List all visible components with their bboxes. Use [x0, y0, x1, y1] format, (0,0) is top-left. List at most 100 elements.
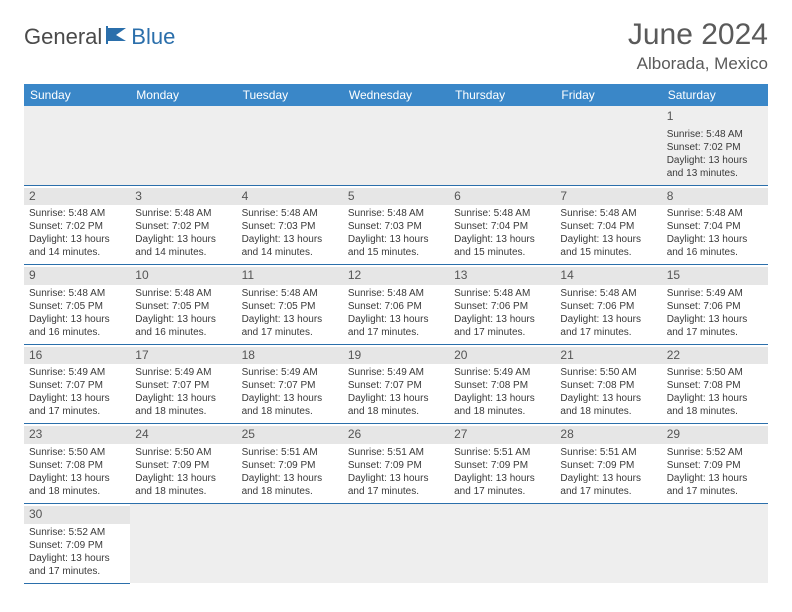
day-number: 28 — [555, 426, 661, 444]
title-block: June 2024 Alborada, Mexico — [628, 18, 768, 74]
day-number: 2 — [24, 188, 130, 206]
day-number: 5 — [343, 188, 449, 206]
daylight-line: Daylight: 13 hours and 17 minutes. — [29, 392, 125, 418]
day-number: 14 — [555, 267, 661, 285]
sunset-line: Sunset: 7:03 PM — [348, 220, 444, 233]
sunrise-line: Sunrise: 5:50 AM — [29, 446, 125, 459]
sunset-line: Sunset: 7:09 PM — [667, 459, 763, 472]
daylight-line: Daylight: 13 hours and 15 minutes. — [348, 233, 444, 259]
sunrise-line: Sunrise: 5:48 AM — [667, 128, 763, 141]
calendar-cell: 2Sunrise: 5:48 AMSunset: 7:02 PMDaylight… — [24, 185, 130, 265]
daylight-line: Daylight: 13 hours and 17 minutes. — [454, 313, 550, 339]
calendar-row: 1Sunrise: 5:48 AMSunset: 7:02 PMDaylight… — [24, 106, 768, 185]
calendar-row: 2Sunrise: 5:48 AMSunset: 7:02 PMDaylight… — [24, 185, 768, 265]
calendar-table: Sunday Monday Tuesday Wednesday Thursday… — [24, 84, 768, 584]
day-number: 8 — [662, 188, 768, 206]
logo-text-part2: Blue — [131, 24, 175, 50]
daylight-line: Daylight: 13 hours and 17 minutes. — [667, 313, 763, 339]
sunrise-line: Sunrise: 5:49 AM — [242, 366, 338, 379]
sunset-line: Sunset: 7:07 PM — [242, 379, 338, 392]
day-number: 13 — [449, 267, 555, 285]
calendar-cell: 3Sunrise: 5:48 AMSunset: 7:02 PMDaylight… — [130, 185, 236, 265]
sunset-line: Sunset: 7:02 PM — [29, 220, 125, 233]
weekday-header: Saturday — [662, 84, 768, 106]
daylight-line: Daylight: 13 hours and 15 minutes. — [454, 233, 550, 259]
sunset-line: Sunset: 7:07 PM — [135, 379, 231, 392]
sunrise-line: Sunrise: 5:50 AM — [560, 366, 656, 379]
sunset-line: Sunset: 7:04 PM — [667, 220, 763, 233]
calendar-cell: 23Sunrise: 5:50 AMSunset: 7:08 PMDayligh… — [24, 424, 130, 504]
sunrise-line: Sunrise: 5:51 AM — [454, 446, 550, 459]
sunrise-line: Sunrise: 5:48 AM — [667, 207, 763, 220]
calendar-body: 1Sunrise: 5:48 AMSunset: 7:02 PMDaylight… — [24, 106, 768, 583]
sunrise-line: Sunrise: 5:49 AM — [348, 366, 444, 379]
daylight-line: Daylight: 13 hours and 14 minutes. — [29, 233, 125, 259]
daylight-line: Daylight: 13 hours and 16 minutes. — [135, 313, 231, 339]
calendar-cell: 28Sunrise: 5:51 AMSunset: 7:09 PMDayligh… — [555, 424, 661, 504]
daylight-line: Daylight: 13 hours and 13 minutes. — [667, 154, 763, 180]
daylight-line: Daylight: 13 hours and 17 minutes. — [29, 552, 125, 578]
daylight-line: Daylight: 13 hours and 15 minutes. — [560, 233, 656, 259]
calendar-row: 16Sunrise: 5:49 AMSunset: 7:07 PMDayligh… — [24, 344, 768, 424]
sunset-line: Sunset: 7:08 PM — [667, 379, 763, 392]
sunset-line: Sunset: 7:08 PM — [454, 379, 550, 392]
sunset-line: Sunset: 7:07 PM — [348, 379, 444, 392]
weekday-header: Friday — [555, 84, 661, 106]
daylight-line: Daylight: 13 hours and 17 minutes. — [560, 313, 656, 339]
sunrise-line: Sunrise: 5:48 AM — [29, 287, 125, 300]
calendar-cell: 21Sunrise: 5:50 AMSunset: 7:08 PMDayligh… — [555, 344, 661, 424]
sunset-line: Sunset: 7:07 PM — [29, 379, 125, 392]
sunset-line: Sunset: 7:04 PM — [560, 220, 656, 233]
calendar-cell: 10 Sunrise: 5:48 AMSunset: 7:05 PMDayligh… — [130, 265, 236, 345]
weekday-header-row: Sunday Monday Tuesday Wednesday Thursday… — [24, 84, 768, 106]
day-number: 26 — [343, 426, 449, 444]
day-number: 10 — [130, 267, 236, 285]
calendar-cell: 26Sunrise: 5:51 AMSunset: 7:09 PMDayligh… — [343, 424, 449, 504]
daylight-line: Daylight: 13 hours and 17 minutes. — [242, 313, 338, 339]
weekday-header: Sunday — [24, 84, 130, 106]
calendar-cell: 6Sunrise: 5:48 AMSunset: 7:04 PMDaylight… — [449, 185, 555, 265]
sunrise-line: Sunrise: 5:48 AM — [135, 287, 231, 300]
day-number: 7 — [555, 188, 661, 206]
daylight-line: Daylight: 13 hours and 18 minutes. — [135, 392, 231, 418]
sunrise-line: Sunrise: 5:48 AM — [29, 207, 125, 220]
day-number: 3 — [130, 188, 236, 206]
sunrise-line: Sunrise: 5:48 AM — [135, 207, 231, 220]
calendar-cell — [24, 106, 130, 185]
day-number: 30 — [24, 506, 130, 524]
day-number: 1 — [662, 108, 768, 126]
sunset-line: Sunset: 7:05 PM — [135, 300, 231, 313]
sunrise-line: Sunrise: 5:50 AM — [135, 446, 231, 459]
calendar-cell — [130, 106, 236, 185]
sunrise-line: Sunrise: 5:51 AM — [242, 446, 338, 459]
daylight-line: Daylight: 13 hours and 18 minutes. — [348, 392, 444, 418]
day-number: 15 — [662, 267, 768, 285]
sunrise-line: Sunrise: 5:48 AM — [348, 287, 444, 300]
calendar-cell: 8Sunrise: 5:48 AMSunset: 7:04 PMDaylight… — [662, 185, 768, 265]
calendar-cell — [130, 503, 236, 583]
calendar-cell: 13Sunrise: 5:48 AMSunset: 7:06 PMDayligh… — [449, 265, 555, 345]
calendar-cell — [343, 503, 449, 583]
sunrise-line: Sunrise: 5:48 AM — [242, 287, 338, 300]
day-number: 6 — [449, 188, 555, 206]
daylight-line: Daylight: 13 hours and 18 minutes. — [560, 392, 656, 418]
calendar-cell: 30Sunrise: 5:52 AMSunset: 7:09 PMDayligh… — [24, 503, 130, 583]
daylight-line: Daylight: 13 hours and 18 minutes. — [29, 472, 125, 498]
sunrise-line: Sunrise: 5:49 AM — [454, 366, 550, 379]
daylight-line: Daylight: 13 hours and 17 minutes. — [348, 313, 444, 339]
calendar-cell: 29Sunrise: 5:52 AMSunset: 7:09 PMDayligh… — [662, 424, 768, 504]
sunset-line: Sunset: 7:05 PM — [242, 300, 338, 313]
daylight-line: Daylight: 13 hours and 18 minutes. — [135, 472, 231, 498]
calendar-cell: 20Sunrise: 5:49 AMSunset: 7:08 PMDayligh… — [449, 344, 555, 424]
calendar-cell — [662, 503, 768, 583]
calendar-cell: 22Sunrise: 5:50 AMSunset: 7:08 PMDayligh… — [662, 344, 768, 424]
month-title: June 2024 — [628, 18, 768, 52]
sunset-line: Sunset: 7:09 PM — [348, 459, 444, 472]
sunset-line: Sunset: 7:06 PM — [560, 300, 656, 313]
sunset-line: Sunset: 7:06 PM — [348, 300, 444, 313]
sunrise-line: Sunrise: 5:49 AM — [667, 287, 763, 300]
calendar-page: General Blue June 2024 Alborada, Mexico … — [0, 0, 792, 602]
sunrise-line: Sunrise: 5:52 AM — [667, 446, 763, 459]
sunrise-line: Sunrise: 5:49 AM — [135, 366, 231, 379]
daylight-line: Daylight: 13 hours and 14 minutes. — [242, 233, 338, 259]
